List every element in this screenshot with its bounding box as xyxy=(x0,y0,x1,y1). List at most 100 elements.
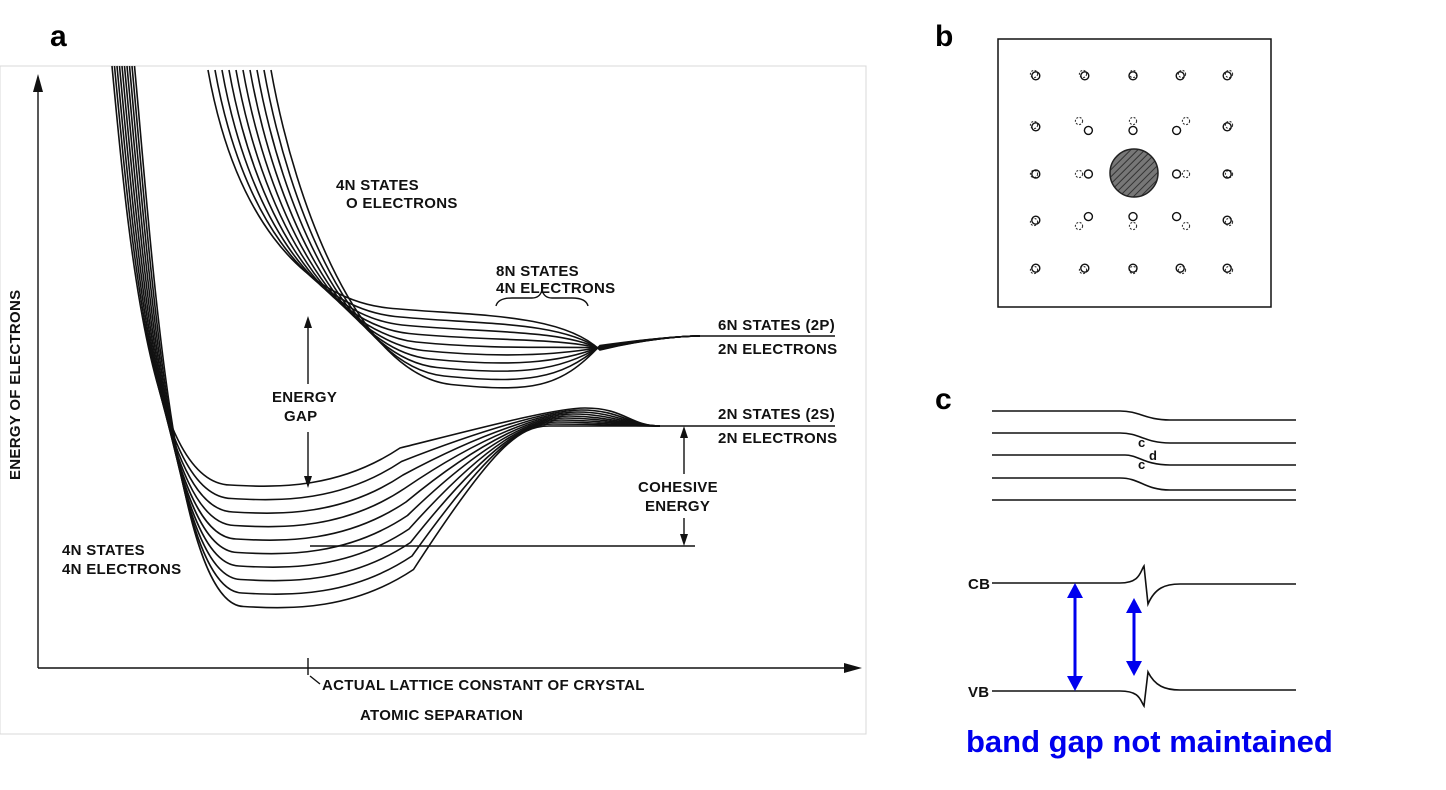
gap-label-line2: GAP xyxy=(284,408,317,425)
lattice-pointer xyxy=(309,675,321,685)
panel-label-c: c xyxy=(935,383,952,416)
bracket-label-line1: 8N STATES xyxy=(496,263,579,280)
lattice-atom xyxy=(1222,215,1232,225)
upper-band-label-line2: O ELECTRONS xyxy=(346,195,458,212)
lattice-atom xyxy=(1175,71,1185,81)
lattice-atom xyxy=(1222,263,1232,273)
lower-band-curve xyxy=(131,65,661,595)
bracket-8n xyxy=(495,289,589,307)
level-2p-label-line2: 2N ELECTRONS xyxy=(718,341,837,358)
lattice-atom xyxy=(1031,122,1041,132)
defect-atom xyxy=(1109,148,1159,198)
bracket-label-line2: 4N ELECTRONS xyxy=(496,280,615,297)
lower-band-curve xyxy=(133,65,660,609)
gap-arrow-down-icon xyxy=(304,476,312,488)
lattice-site-ref xyxy=(1029,120,1039,130)
lattice-site-ref xyxy=(1074,169,1084,179)
lower-band-curves xyxy=(111,65,661,609)
lower-band-label-line1: 4N STATES xyxy=(62,542,145,559)
lattice-site-ref xyxy=(1224,265,1234,275)
c-label-lower: c xyxy=(1138,457,1145,472)
cohesive-label-line2: ENERGY xyxy=(645,498,710,515)
lattice-atom xyxy=(1128,125,1138,136)
panel-label-a: a xyxy=(50,20,67,53)
upper-band-curve xyxy=(270,69,701,389)
lattice-atom xyxy=(1128,263,1138,273)
lattice-atoms xyxy=(1029,69,1234,275)
level-2s-label-line1: 2N STATES (2S) xyxy=(718,406,835,423)
band-gap-caption: band gap not maintained xyxy=(966,724,1333,759)
lattice-site-ref xyxy=(1224,69,1234,79)
level-2s-label-line2: 2N ELECTRONS xyxy=(718,430,837,447)
cohesive-arrow-down-icon xyxy=(680,534,688,546)
lower-band-curve xyxy=(113,65,661,501)
lattice-site-ref xyxy=(1177,265,1187,275)
level-2p-label-line1: 6N STATES (2P) xyxy=(718,317,835,334)
lattice-label: ACTUAL LATTICE CONSTANT OF CRYSTAL xyxy=(322,677,645,694)
lattice-atom xyxy=(1222,122,1232,132)
lattice-site-ref xyxy=(1029,265,1039,275)
y-axis-label: ENERGY OF ELECTRONS xyxy=(7,290,24,480)
lattice-line-3 xyxy=(992,454,1296,466)
gap-label-bg xyxy=(262,384,354,432)
lattice-atom xyxy=(1031,71,1041,81)
panel-a-frame xyxy=(0,65,867,735)
lattice-atom xyxy=(1031,263,1041,273)
lattice-atom xyxy=(1128,71,1138,81)
y-axis-arrow-icon xyxy=(33,74,43,92)
lattice-atom xyxy=(1222,71,1232,81)
lattice-atom xyxy=(1171,169,1182,179)
arrow-up-icon xyxy=(1126,598,1142,613)
lattice-atom xyxy=(1080,71,1090,81)
cohesive-label-line1: COHESIVE xyxy=(638,479,718,496)
lattice-atom xyxy=(1083,125,1094,136)
cb-label: CB xyxy=(968,576,990,593)
lower-band-label-line2: 4N ELECTRONS xyxy=(62,561,181,578)
lattice-atom xyxy=(1031,169,1041,179)
panel-c: c c d CB VB band gap not maintained xyxy=(966,410,1333,759)
lattice-line-4 xyxy=(992,477,1296,491)
lattice-atom xyxy=(1083,211,1094,222)
lattice-site-ref xyxy=(1177,69,1187,79)
lower-band-curve xyxy=(121,65,661,541)
lattice-atom xyxy=(1171,125,1182,136)
lattice-site-ref xyxy=(1181,116,1191,126)
lower-band-curve xyxy=(111,65,661,487)
lattice-atom xyxy=(1171,211,1182,222)
lattice-site-ref xyxy=(1224,169,1234,179)
cb-line xyxy=(992,563,1296,608)
lattice-atom xyxy=(1083,169,1094,179)
upper-band-label-line1: 4N STATES xyxy=(336,177,419,194)
lattice-site-ref xyxy=(1181,169,1191,179)
lattice-line-2 xyxy=(992,432,1296,444)
lattice-site-ref xyxy=(1224,217,1234,227)
arrow-down-icon xyxy=(1067,676,1083,691)
lower-band-curve xyxy=(118,65,661,528)
d-label: d xyxy=(1149,448,1157,463)
lattice-site-ref xyxy=(1029,217,1039,227)
panel-a: ENERGY OF ELECTRONS ATOMIC SEPARATION AC… xyxy=(0,65,867,735)
lower-band-curve xyxy=(116,65,661,514)
lattice-site-ref xyxy=(1074,116,1084,126)
x-axis-arrow-icon xyxy=(844,663,862,673)
vb-line xyxy=(992,669,1296,709)
lattice-site-ref xyxy=(1078,265,1088,275)
lattice-atom xyxy=(1080,263,1090,273)
lattice-atom xyxy=(1128,211,1138,222)
gap-label-line1: ENERGY xyxy=(272,389,337,406)
lattice-site-ref xyxy=(1029,69,1039,79)
arrow-up-icon xyxy=(1067,583,1083,598)
lower-band-curve xyxy=(128,65,661,582)
lattice-site-ref xyxy=(1128,116,1138,126)
vb-label: VB xyxy=(968,684,989,701)
upper-band-curves xyxy=(207,69,701,389)
lattice-atom xyxy=(1222,169,1232,179)
cohesive-arrow-up-icon xyxy=(680,426,688,438)
lower-band-curve xyxy=(123,65,661,555)
lattice-site-ref xyxy=(1074,221,1084,231)
panel-label-b: b xyxy=(935,20,953,53)
lattice-atom xyxy=(1175,263,1185,273)
cohesive-label-bg xyxy=(632,474,732,518)
lattice-line-1 xyxy=(992,410,1296,421)
